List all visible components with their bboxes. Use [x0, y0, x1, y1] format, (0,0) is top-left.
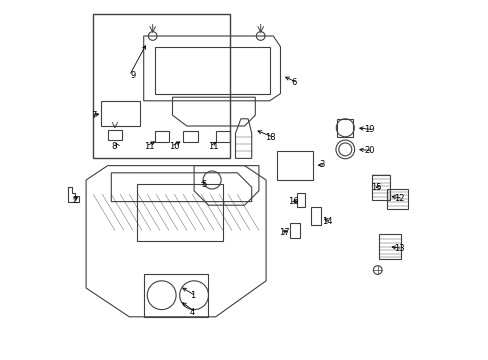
Text: 8: 8: [111, 142, 117, 151]
Text: 11: 11: [207, 142, 218, 151]
Bar: [371, 175, 389, 200]
Bar: [183, 131, 197, 142]
Text: 9: 9: [130, 71, 135, 80]
Text: 4: 4: [189, 308, 195, 317]
Bar: [136, 184, 223, 241]
Text: 2: 2: [72, 196, 77, 204]
Bar: [215, 131, 230, 142]
Text: 20: 20: [364, 146, 374, 155]
Text: 14: 14: [322, 217, 332, 226]
Bar: [379, 234, 400, 259]
Text: 17: 17: [278, 228, 289, 237]
Text: 5: 5: [201, 180, 206, 189]
Bar: [93, 14, 230, 158]
Bar: [337, 119, 352, 137]
Text: 13: 13: [393, 244, 404, 253]
Bar: [386, 189, 407, 209]
Text: 1: 1: [189, 292, 195, 300]
Text: 6: 6: [291, 78, 296, 87]
Text: 15: 15: [370, 183, 380, 192]
Text: 7: 7: [91, 112, 97, 120]
Text: 19: 19: [364, 125, 374, 134]
Text: 16: 16: [287, 197, 298, 206]
Text: 3: 3: [319, 160, 324, 169]
Text: 10: 10: [169, 142, 180, 151]
Text: 12: 12: [393, 194, 404, 202]
Bar: [276, 151, 312, 180]
Text: 11: 11: [143, 142, 154, 151]
Bar: [107, 130, 122, 140]
Text: 18: 18: [264, 133, 275, 142]
Bar: [154, 131, 168, 142]
